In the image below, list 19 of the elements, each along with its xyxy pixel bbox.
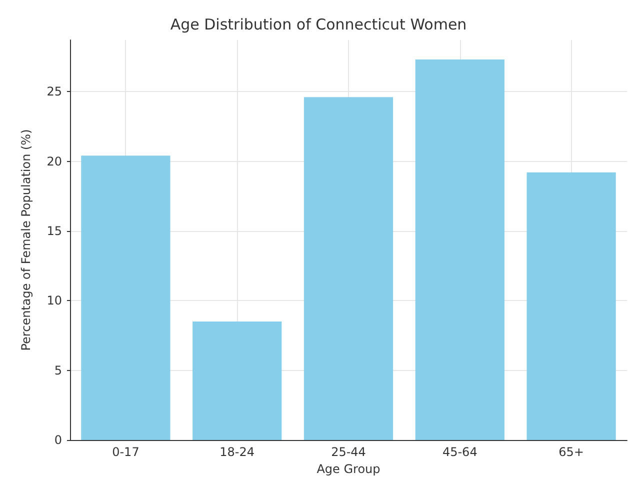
bar [526,172,616,440]
y-tick-label: 20 [46,154,62,168]
x-tick-label: 18-24 [220,445,255,459]
bar [304,97,394,440]
y-axis-title: Percentage of Female Population (%) [19,129,33,351]
y-tick-label: 5 [54,363,62,378]
bar [81,156,170,440]
y-tick-label: 15 [46,224,62,238]
x-tick-label: 65+ [558,445,584,459]
x-tick-label: 25-44 [331,445,366,459]
y-tick-label: 10 [46,294,62,308]
x-tick-label: 0-17 [112,445,140,459]
bar [192,322,282,440]
x-tick-label: 45-64 [442,445,478,459]
chart-title: Age Distribution of Connecticut Women [170,16,467,34]
y-tick-label: 25 [46,84,62,99]
x-axis-title: Age Group [316,462,380,476]
bar [415,60,504,440]
y-tick-label: 0 [54,433,62,447]
